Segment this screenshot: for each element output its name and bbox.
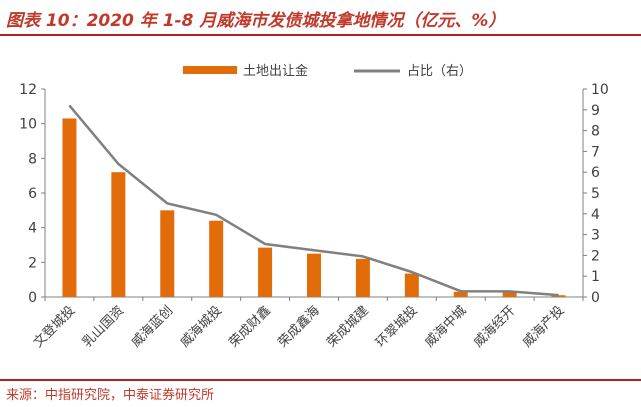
bar-环翠城投: [404, 273, 419, 297]
figure-title: 图表 10：2020 年 1-8 月威海市发债城投拿地情况（亿元、%）: [6, 11, 506, 31]
right-tick-label: 7: [591, 144, 600, 160]
left-tick-label: 10: [19, 117, 37, 133]
share-point-威海经开: [509, 290, 511, 292]
bar-荣成城建: [355, 258, 370, 297]
left-tick-label: 6: [28, 186, 37, 202]
right-tick-label: 1: [591, 269, 600, 285]
bar-威海蓝创: [160, 210, 175, 297]
category-label: 威海城投: [177, 303, 225, 351]
right-tick-label: 3: [591, 228, 600, 244]
category-label: 荣成鑫海: [275, 303, 323, 351]
left-tick-label: 0: [28, 290, 37, 306]
category-label: 威海蓝创: [129, 303, 176, 350]
right-tick-label: 10: [591, 82, 609, 98]
bar-荣成财鑫: [258, 247, 273, 297]
bar-威海中城: [453, 291, 468, 297]
bar-文登城投: [62, 118, 77, 297]
left-tick-label: 12: [19, 82, 37, 98]
legend-line-label: 占比（右）: [407, 64, 472, 79]
right-tick-label: 4: [591, 207, 600, 223]
share-point-威海城投: [215, 214, 217, 216]
left-tick-label: 8: [28, 151, 37, 167]
source-note: 来源：中指研究院，中泰证券研究所: [6, 388, 215, 403]
category-label: 乳山国资: [80, 303, 127, 350]
category-label: 荣成财鑫: [226, 303, 274, 351]
footer-divider: [0, 379, 641, 381]
legend-bar-label: 土地出让金: [243, 63, 308, 79]
share-point-威海中城: [460, 290, 462, 292]
legend-bar-swatch: [183, 66, 237, 74]
title-divider: [0, 34, 641, 36]
left-tick-label: 4: [28, 221, 37, 237]
right-tick-label: 6: [591, 165, 600, 181]
share-point-威海蓝创: [166, 202, 168, 204]
bar-威海城投: [209, 220, 224, 297]
share-point-荣成财鑫: [264, 243, 266, 245]
bar-乳山国资: [111, 172, 126, 297]
share-point-威海产投: [558, 294, 560, 296]
right-tick-label: 5: [591, 186, 600, 202]
bar-荣成鑫海: [307, 253, 321, 297]
right-tick-label: 9: [591, 103, 600, 119]
category-label: 荣成城建: [324, 303, 371, 350]
category-label: 威海经开: [471, 303, 518, 350]
share-point-乳山国资: [117, 163, 119, 165]
category-label: 威海产投: [519, 303, 567, 351]
share-point-环翠城投: [411, 271, 413, 273]
bar-威海产投: [551, 295, 566, 297]
share-point-荣成城建: [362, 255, 364, 257]
left-tick-label: 2: [28, 255, 37, 271]
bar-威海经开: [502, 291, 517, 297]
right-tick-label: 0: [591, 290, 600, 306]
category-label: 威海中城: [422, 303, 469, 350]
category-label: 文登城投: [30, 303, 78, 351]
right-tick-label: 2: [591, 248, 600, 264]
right-tick-label: 8: [591, 124, 600, 140]
share-point-文登城投: [68, 105, 70, 107]
share-point-荣成鑫海: [313, 249, 315, 251]
title-bar: 图表 10：2020 年 1-8 月威海市发债城投拿地情况（亿元、%）: [0, 0, 641, 36]
category-label: 环翠城投: [373, 303, 421, 351]
